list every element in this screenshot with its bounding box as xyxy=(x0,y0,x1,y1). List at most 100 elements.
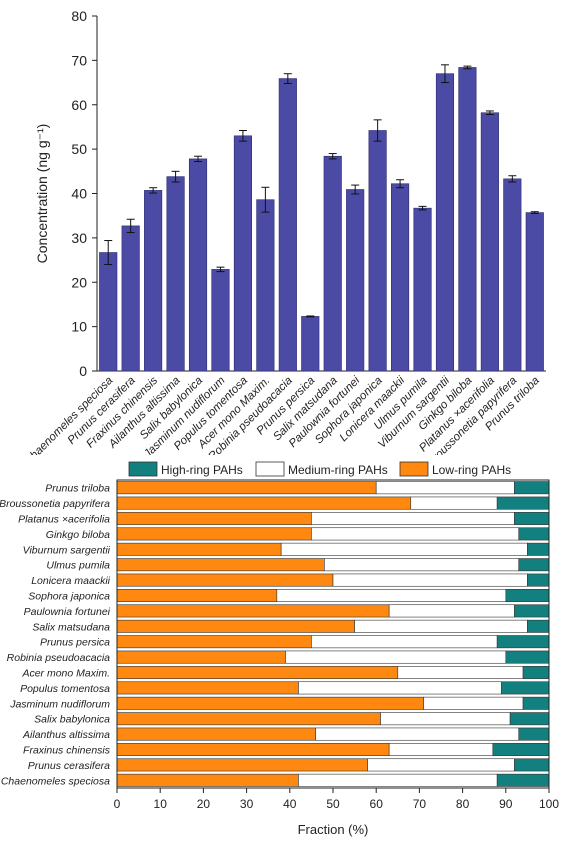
stack-segment xyxy=(116,635,312,649)
bar xyxy=(144,190,163,372)
stack-segment xyxy=(116,758,368,772)
stack-segment xyxy=(514,512,550,525)
x-tick-label: 40 xyxy=(283,797,297,811)
stack-segment xyxy=(285,650,507,664)
stack-segment xyxy=(315,727,520,741)
bar xyxy=(166,176,185,372)
x-axis-title: Fraction (%) xyxy=(298,822,369,837)
stack-segment xyxy=(527,573,550,587)
legend-label: Low-ring PAHs xyxy=(432,463,511,477)
stack-segment xyxy=(496,773,550,787)
stack-segment xyxy=(116,696,425,710)
bar xyxy=(256,199,275,372)
y-category-label: Prunus persica xyxy=(40,637,110,649)
y-tick-label: 80 xyxy=(71,8,87,24)
x-tick-label: 50 xyxy=(326,797,340,811)
stack-segment xyxy=(375,481,515,495)
stack-segment xyxy=(311,635,498,649)
legend-label: Medium-ring PAHs xyxy=(288,463,388,477)
stack-segment xyxy=(298,681,502,695)
stack-segment xyxy=(410,496,498,510)
x-tick-label: 30 xyxy=(240,797,254,811)
stack-segment xyxy=(527,542,550,556)
stack-segment xyxy=(518,558,550,572)
pah-fraction-stacked-chart: High-ring PAHs Medium-ring PAHs Low-ring P… xyxy=(0,461,559,837)
stack-segment xyxy=(116,712,381,726)
stack-segment xyxy=(380,712,511,726)
stack-segment xyxy=(496,635,550,649)
bar xyxy=(458,67,477,372)
y-tick-label: 40 xyxy=(71,186,87,202)
legend-swatch xyxy=(255,461,285,477)
y-axis-title: Concentration (ng g⁻¹) xyxy=(34,124,50,264)
stack-segment xyxy=(298,773,498,787)
y-category-label: Acer mono Maxim. xyxy=(21,668,110,680)
stack-segment xyxy=(116,604,390,618)
legend-label: High-ring PAHs xyxy=(161,463,243,477)
y-tick-label: 70 xyxy=(71,52,87,68)
stack-segment xyxy=(116,773,299,787)
y-category-label: Sophora japonica xyxy=(28,591,110,603)
y-category-label: Ginkgo biloba xyxy=(46,529,110,541)
stack-segment xyxy=(116,666,399,679)
bar xyxy=(188,158,208,372)
x-tick-label: 20 xyxy=(197,797,211,811)
bar xyxy=(413,207,432,372)
stack-segment xyxy=(116,589,278,602)
bar xyxy=(278,78,297,372)
plot-frame xyxy=(116,479,550,789)
y-category-label: Lonicera maackii xyxy=(31,575,110,587)
x-tick-label: 90 xyxy=(499,797,513,811)
stack-segment xyxy=(116,542,282,556)
y-category-label: Fraxinus chinensis xyxy=(23,745,111,757)
y-tick-label: 10 xyxy=(71,319,87,335)
stack-segment xyxy=(509,712,550,726)
y-category-label: Ulmus pumila xyxy=(46,560,110,572)
stack-segment xyxy=(116,650,286,664)
legend-swatch xyxy=(128,461,158,477)
stack-segment xyxy=(116,743,390,756)
y-category-label: Salix matsudana xyxy=(32,621,110,633)
x-tick-label: 10 xyxy=(154,797,168,811)
stack-segment xyxy=(522,666,550,679)
stack-segment xyxy=(514,604,550,618)
y-tick-label: 0 xyxy=(79,363,87,379)
stack-segment xyxy=(280,542,528,556)
bar xyxy=(323,155,342,372)
stack-segment xyxy=(116,496,412,510)
stack-segment xyxy=(518,727,550,741)
bar xyxy=(301,316,320,372)
x-tick-label: 60 xyxy=(370,797,384,811)
x-tick-label: 0 xyxy=(114,797,121,811)
stack-segment xyxy=(423,696,524,710)
stack-segment xyxy=(311,512,515,525)
stack-segment xyxy=(367,758,515,772)
y-category-label: Prunus triloba xyxy=(45,483,110,495)
bar xyxy=(99,252,118,372)
y-category-label: Platanus ×acerifolia xyxy=(18,514,110,526)
y-tick-label: 30 xyxy=(71,230,87,246)
stack-segment xyxy=(116,512,312,525)
stack-segment xyxy=(276,589,507,602)
bar xyxy=(435,73,455,372)
y-tick-label: 50 xyxy=(71,141,87,157)
y-category-label: Jasminum nudiflorum xyxy=(9,698,110,710)
stack-segment xyxy=(397,666,524,679)
stack-segment xyxy=(505,650,550,664)
y-tick-label: 20 xyxy=(71,274,87,290)
y-category-label: Ailanthus altissima xyxy=(22,729,110,741)
y-category-label: Robinia pseudoacacia xyxy=(7,652,110,664)
y-category-label: Chaenomeles speciosa xyxy=(1,775,110,787)
stack-segment xyxy=(505,589,550,602)
stack-segment xyxy=(324,558,520,572)
bar xyxy=(211,269,230,372)
stack-segment xyxy=(522,696,550,710)
stack-segment xyxy=(116,727,317,741)
stack-segment xyxy=(354,619,528,633)
x-tick-label: 70 xyxy=(413,797,427,811)
stack-segment xyxy=(492,743,550,756)
stack-segment xyxy=(527,619,550,633)
stack-segment xyxy=(116,681,299,695)
